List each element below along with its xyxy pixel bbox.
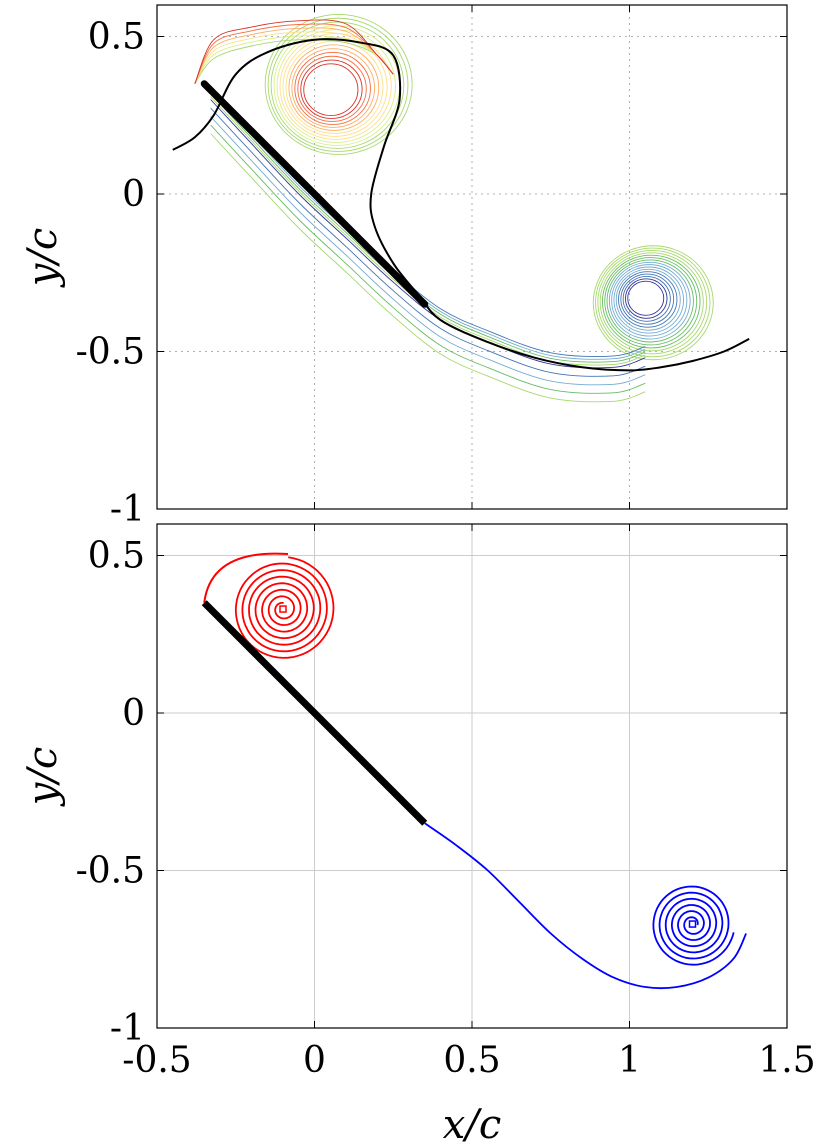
tev-contour bbox=[618, 271, 678, 328]
x-tick-label: 1 bbox=[618, 1040, 641, 1081]
contour-layer bbox=[172, 13, 750, 403]
y-tick-label: -1 bbox=[110, 489, 145, 530]
x-axis-label: x/c bbox=[443, 1102, 501, 1148]
lev-sheet bbox=[203, 552, 289, 603]
y-tick-label: 0.5 bbox=[88, 536, 145, 577]
tev-contour bbox=[597, 250, 708, 355]
lev-spiral bbox=[234, 556, 335, 659]
tev-contour bbox=[592, 245, 714, 361]
streakline bbox=[172, 38, 750, 372]
shear-contour bbox=[210, 124, 646, 394]
x-tick-label: 1.5 bbox=[758, 1040, 815, 1081]
shear-contour bbox=[210, 93, 646, 363]
plot-frame bbox=[156, 523, 788, 1029]
tev-sheet bbox=[424, 822, 747, 990]
lev-core-marker bbox=[279, 605, 287, 613]
lev-contour bbox=[303, 63, 359, 116]
shear-contour bbox=[210, 87, 646, 357]
tev-spiral bbox=[652, 885, 735, 966]
tev-contour bbox=[615, 268, 681, 331]
tev-core-marker bbox=[688, 920, 697, 928]
y-tick-label: -1 bbox=[110, 1008, 145, 1049]
lev-contour bbox=[267, 17, 409, 152]
lev-contour bbox=[276, 29, 396, 143]
x-tick-label: -0.5 bbox=[122, 1040, 191, 1081]
tev-contour bbox=[606, 259, 694, 343]
y-tick-label: 0 bbox=[122, 693, 145, 734]
x-tick-label: 0.5 bbox=[443, 1040, 500, 1081]
shear-contour bbox=[210, 107, 646, 377]
shear-contour bbox=[210, 96, 646, 366]
tev-contour bbox=[620, 273, 675, 325]
y-tick-label: -0.5 bbox=[76, 332, 145, 373]
top-panel: -1 -0.5 0 0.5 y/c bbox=[20, 4, 788, 530]
tev-contour bbox=[613, 266, 685, 334]
tev-contour bbox=[625, 278, 668, 319]
tev-contour bbox=[608, 261, 691, 340]
tev-contour bbox=[595, 247, 711, 358]
lev-contour bbox=[288, 44, 380, 131]
y-axis-label: y/c bbox=[20, 228, 66, 288]
plot-frame bbox=[156, 4, 788, 510]
tev-contour bbox=[604, 257, 698, 346]
tev-contour bbox=[599, 252, 704, 352]
lev-contour bbox=[300, 59, 363, 119]
tev-contour bbox=[611, 264, 688, 337]
tev-contour bbox=[602, 254, 701, 349]
y-tick-label: -0.5 bbox=[76, 851, 145, 892]
lev-contour bbox=[297, 55, 367, 122]
lev-contour bbox=[264, 13, 413, 155]
sheet-layer bbox=[201, 552, 747, 990]
tev-contour bbox=[627, 280, 665, 316]
flat-plate bbox=[200, 80, 429, 308]
tev-contour bbox=[622, 275, 671, 322]
y-tick-label: 0 bbox=[122, 174, 145, 215]
le-shear-contour bbox=[194, 19, 394, 84]
lev-contour bbox=[270, 21, 405, 149]
shear-contour bbox=[210, 116, 646, 386]
flat-plate bbox=[201, 600, 428, 826]
bottom-panel: -1-0.500.5-0.5 0 0.5 1 1.5y/cx/c bbox=[20, 523, 816, 1148]
y-tick-label: 0.5 bbox=[88, 17, 145, 58]
x-tick-label: 0 bbox=[303, 1040, 326, 1081]
shear-contour bbox=[210, 133, 646, 403]
lev-contour bbox=[291, 48, 376, 128]
y-axis-label: y/c bbox=[20, 747, 66, 807]
lev-contour bbox=[294, 51, 371, 125]
